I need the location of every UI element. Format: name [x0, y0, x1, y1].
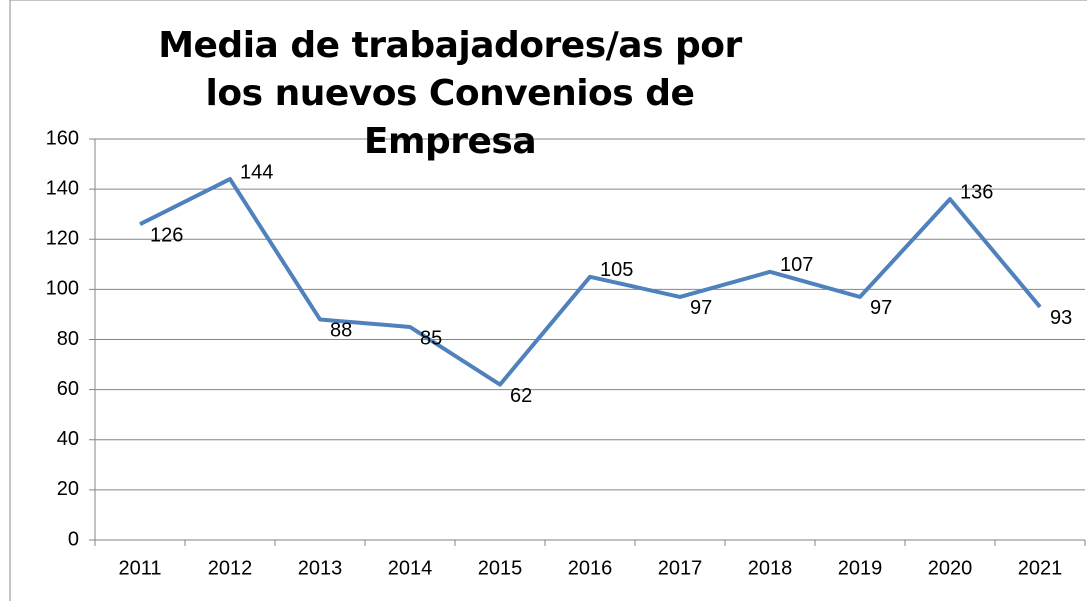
- line-series: [139, 177, 1042, 387]
- chart-border: [9, 0, 1087, 601]
- y-tick-label: 140: [46, 177, 79, 199]
- data-label: 62: [510, 385, 532, 407]
- data-label: 105: [600, 259, 633, 281]
- x-tick-label: 2021: [1018, 557, 1063, 579]
- x-tick-label: 2019: [838, 557, 883, 579]
- x-tick-label: 2018: [748, 557, 793, 579]
- x-tick-label: 2014: [388, 557, 433, 579]
- chart-title: Media de trabajadores/as por los nuevos …: [158, 25, 742, 162]
- data-label: 85: [420, 327, 442, 349]
- y-tick-label: 20: [57, 478, 79, 500]
- x-tick-label: 2020: [928, 557, 973, 579]
- data-label: 97: [690, 297, 712, 319]
- y-tick-label: 160: [46, 127, 79, 149]
- y-tick-label: 60: [57, 378, 79, 400]
- x-tick-label: 2012: [208, 557, 253, 579]
- data-label: 144: [240, 161, 273, 183]
- data-label: 136: [960, 181, 993, 203]
- x-tick-label: 2011: [118, 557, 161, 579]
- y-tick-label: 100: [46, 278, 79, 300]
- data-label: 88: [330, 320, 352, 342]
- y-tick-label: 40: [57, 428, 79, 450]
- data-label: 126: [150, 224, 183, 246]
- y-tick-label: 80: [57, 328, 79, 350]
- y-tick-label: 0: [68, 528, 79, 550]
- x-tick-label: 2013: [298, 557, 343, 579]
- data-label: 107: [780, 254, 813, 276]
- x-tick-label: 2015: [478, 557, 523, 579]
- x-tick-label: 2017: [658, 557, 703, 579]
- data-label: 93: [1050, 307, 1072, 329]
- y-tick-label: 120: [46, 228, 79, 250]
- data-label: 97: [870, 297, 892, 319]
- x-tick-label: 2016: [568, 557, 613, 579]
